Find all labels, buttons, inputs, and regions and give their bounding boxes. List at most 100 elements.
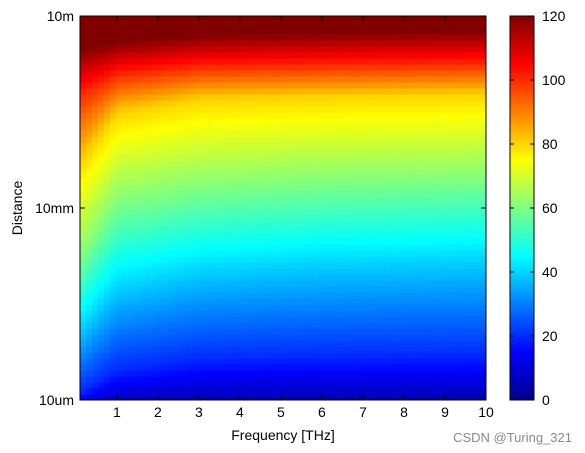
heatmap-cell — [259, 202, 266, 209]
heatmap-cell — [348, 268, 356, 275]
heatmap-cell — [175, 58, 183, 65]
heatmap-cell — [217, 22, 224, 29]
heatmap-cell — [271, 202, 278, 209]
heatmap-cell — [384, 94, 392, 101]
heatmap-cell — [97, 64, 105, 71]
heatmap-cell — [480, 64, 486, 71]
heatmap-cell — [85, 94, 93, 101]
heatmap-cell — [139, 154, 147, 161]
heatmap-cell — [456, 256, 463, 263]
heatmap-cell — [205, 244, 212, 251]
heatmap-cell — [283, 178, 290, 185]
heatmap-cell — [199, 94, 206, 101]
heatmap-cell — [97, 280, 105, 287]
heatmap-cell — [378, 388, 386, 395]
heatmap-cell — [265, 376, 272, 383]
heatmap-cell — [80, 70, 87, 77]
heatmap-cell — [247, 184, 254, 191]
heatmap-cell — [438, 370, 445, 377]
heatmap-cell — [384, 184, 392, 191]
heatmap-cell — [199, 178, 206, 185]
heatmap-cell — [420, 322, 427, 329]
heatmap-cell — [193, 220, 201, 227]
heatmap-cell — [330, 208, 338, 215]
heatmap-cell — [247, 58, 254, 65]
heatmap-cell — [474, 340, 481, 347]
heatmap-cell — [80, 394, 87, 400]
heatmap-cell — [480, 220, 486, 227]
heatmap-cell — [384, 28, 392, 35]
heatmap-cell — [223, 190, 230, 197]
heatmap-cell — [265, 286, 272, 293]
heatmap-cell — [444, 112, 451, 119]
heatmap-cell — [109, 334, 117, 341]
heatmap-cell — [187, 82, 195, 89]
heatmap-cell — [157, 280, 165, 287]
heatmap-cell — [253, 136, 260, 143]
heatmap-cell — [115, 238, 123, 245]
heatmap-cell — [438, 274, 445, 281]
heatmap-cell — [163, 208, 171, 215]
heatmap-cell — [103, 232, 111, 239]
heatmap-cell — [324, 346, 332, 353]
heatmap-cell — [193, 250, 201, 257]
heatmap-cell — [211, 202, 218, 209]
heatmap-cell — [336, 346, 344, 353]
heatmap-cell — [109, 142, 117, 149]
heatmap-cell — [253, 34, 260, 41]
heatmap-cell — [223, 22, 230, 29]
heatmap-cell — [408, 208, 415, 215]
heatmap-cell — [277, 16, 284, 23]
heatmap-cell — [271, 214, 278, 221]
heatmap-cell — [187, 64, 195, 71]
heatmap-cell — [97, 142, 105, 149]
heatmap-cell — [187, 46, 195, 53]
heatmap-cell — [85, 40, 93, 47]
heatmap-cell — [444, 220, 451, 227]
heatmap-cell — [330, 292, 338, 299]
heatmap-cell — [85, 226, 93, 233]
heatmap-cell — [133, 352, 141, 359]
heatmap-cell — [456, 166, 463, 173]
heatmap-cell — [169, 154, 177, 161]
heatmap-cell — [109, 322, 117, 329]
heatmap-cell — [378, 124, 386, 131]
heatmap-cell — [223, 64, 230, 71]
heatmap-cell — [366, 148, 374, 155]
heatmap-cell — [444, 292, 451, 299]
heatmap-cell — [80, 298, 87, 305]
heatmap-cell — [336, 70, 344, 77]
heatmap-cell — [414, 106, 421, 113]
heatmap-cell — [432, 352, 439, 359]
heatmap-cell — [306, 124, 314, 131]
heatmap-cell — [181, 334, 189, 341]
heatmap-cell — [336, 358, 344, 365]
heatmap-cell — [312, 178, 320, 185]
heatmap-cell — [330, 100, 338, 107]
heatmap-cell — [139, 16, 147, 23]
heatmap-cell — [306, 196, 314, 203]
heatmap-cell — [211, 70, 218, 77]
heatmap-cell — [193, 52, 201, 59]
heatmap-cell — [271, 64, 278, 71]
heatmap-cell — [318, 130, 326, 137]
heatmap-cell — [223, 292, 230, 299]
heatmap-cell — [235, 280, 242, 287]
heatmap-cell — [378, 178, 386, 185]
heatmap-cell — [181, 298, 189, 305]
heatmap-cell — [265, 184, 272, 191]
heatmap-cell — [115, 250, 123, 257]
heatmap-cell — [121, 394, 129, 400]
heatmap-cell — [121, 166, 129, 173]
heatmap-cell — [444, 64, 451, 71]
heatmap-cell — [283, 232, 290, 239]
colorbar-tick-label: 20 — [542, 328, 558, 344]
heatmap-cell — [265, 190, 272, 197]
heatmap-cell — [145, 274, 153, 281]
heatmap-cell — [474, 76, 481, 83]
heatmap-cell — [360, 268, 368, 275]
heatmap-cell — [444, 364, 451, 371]
heatmap-cell — [438, 154, 445, 161]
heatmap-cell — [306, 142, 314, 149]
heatmap-cell — [241, 172, 248, 179]
